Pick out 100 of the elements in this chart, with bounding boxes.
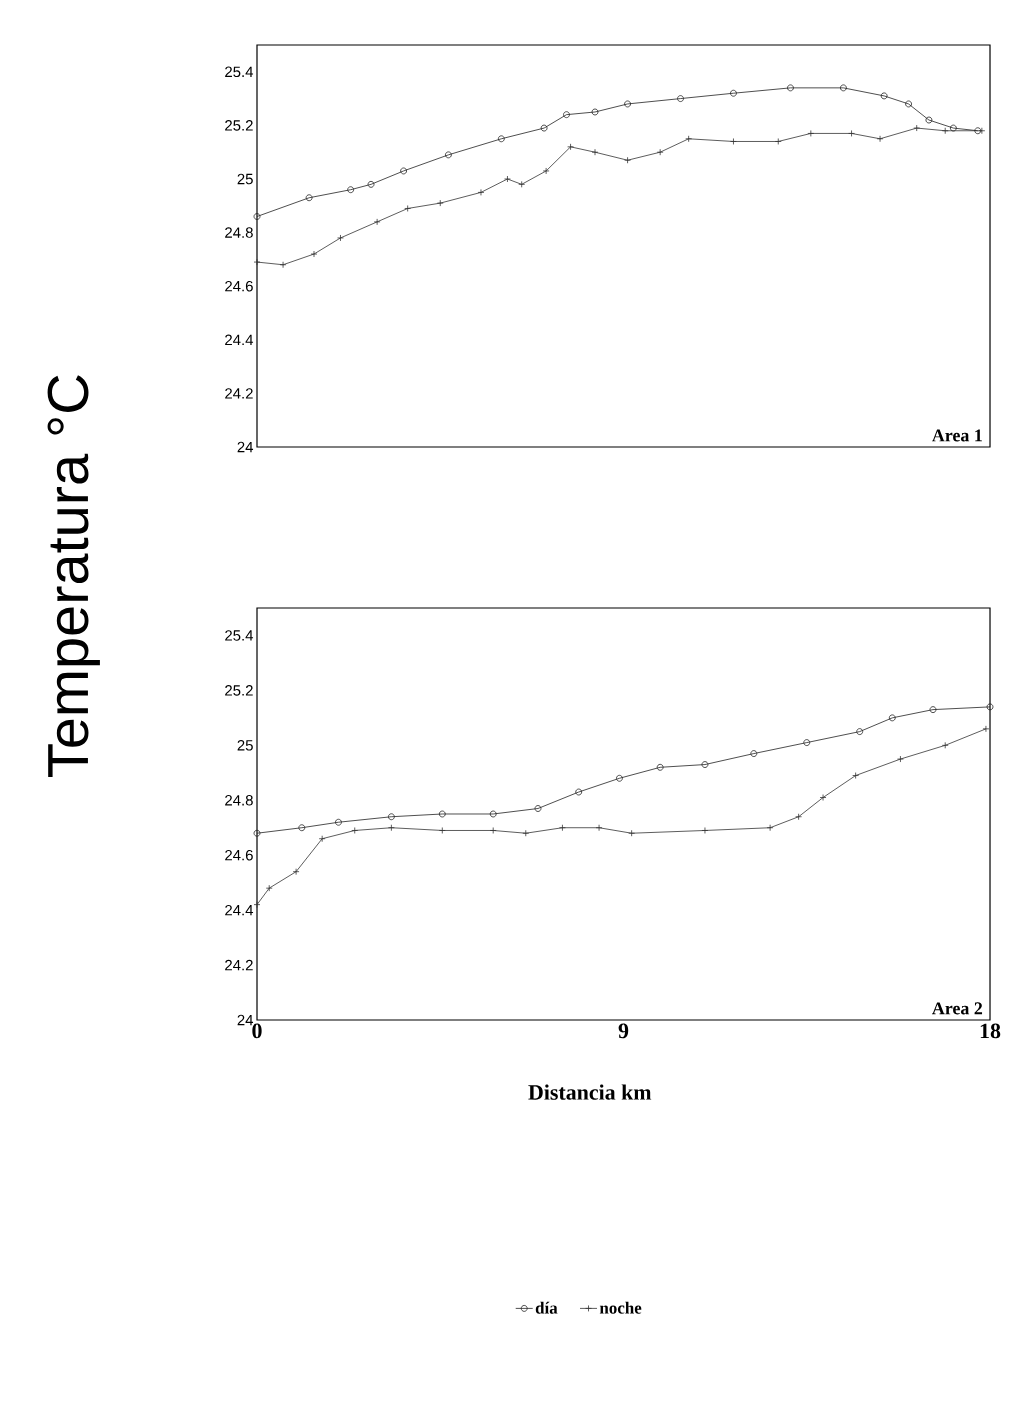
point [819, 794, 827, 801]
point [567, 143, 574, 151]
point [766, 824, 774, 832]
point [522, 829, 530, 837]
point [489, 810, 497, 818]
point [489, 827, 497, 834]
y-tick-label: 24 [237, 1014, 254, 1026]
point [591, 148, 599, 156]
point [400, 167, 407, 175]
point [367, 180, 375, 188]
point [795, 813, 802, 821]
y-tick-label: 24.8 [225, 227, 253, 238]
y-tick-label: 24.4 [225, 904, 254, 916]
point [888, 714, 896, 722]
x-axis-title: Distancia km [528, 1084, 652, 1100]
point [351, 827, 359, 834]
point [787, 84, 794, 92]
point [880, 92, 888, 100]
point [656, 148, 664, 156]
point [848, 130, 855, 137]
point [941, 741, 949, 749]
point [750, 750, 758, 757]
point [404, 205, 412, 212]
point [575, 788, 583, 796]
point [856, 728, 864, 735]
point [445, 151, 452, 159]
y-tick-label: 24.2 [225, 388, 253, 399]
point [616, 774, 623, 782]
point [986, 703, 994, 711]
point [677, 95, 684, 102]
y-tick-label: 24.2 [225, 959, 253, 971]
point [840, 84, 847, 92]
y-tick-label: 25.4 [225, 630, 254, 641]
point [978, 127, 986, 135]
point [438, 810, 446, 818]
x-tick-label: 0 [252, 1023, 262, 1039]
y-tick-label: 24.4 [225, 334, 254, 346]
legend-label: noche [599, 1301, 642, 1314]
annotation: Area 1 [932, 429, 982, 442]
y-tick-label: 24.6 [225, 849, 253, 861]
point [388, 824, 395, 832]
point [253, 901, 261, 909]
point [974, 127, 982, 135]
point [624, 100, 631, 108]
point [701, 761, 709, 768]
point [279, 261, 287, 269]
x-tick-label: 9 [618, 1023, 629, 1039]
annotation: Area 2 [932, 1002, 983, 1015]
point [310, 250, 318, 258]
point [591, 108, 599, 116]
point [563, 111, 570, 119]
point [897, 755, 904, 763]
point [730, 138, 737, 145]
point [701, 827, 709, 834]
point [436, 199, 444, 207]
y-tick-label: 24.8 [225, 794, 253, 806]
point [518, 180, 526, 188]
point [730, 89, 737, 97]
y-tick-label: 25 [237, 173, 253, 185]
point [624, 156, 631, 164]
point [807, 130, 815, 137]
point [803, 739, 811, 746]
point [852, 772, 860, 779]
point [477, 189, 485, 196]
y-tick-label: 24.6 [225, 280, 253, 292]
y-tick-label: 25.4 [225, 66, 254, 78]
point [685, 135, 693, 143]
point [656, 763, 664, 771]
point [347, 186, 355, 194]
y-tick-label: 25.2 [225, 120, 253, 131]
point [337, 234, 344, 242]
point [388, 813, 395, 821]
point [253, 258, 261, 266]
y-tick-label: 25 [237, 740, 253, 751]
point [253, 829, 261, 837]
point [540, 124, 548, 132]
point [298, 824, 306, 832]
point [305, 194, 313, 202]
point [438, 827, 446, 834]
point [941, 127, 949, 135]
point [559, 824, 566, 832]
point [335, 818, 342, 826]
point [628, 829, 636, 837]
point [265, 884, 273, 892]
point [913, 124, 921, 132]
point [497, 135, 505, 143]
point [929, 706, 937, 714]
point [876, 135, 884, 143]
point [504, 175, 511, 183]
legend-label: día [535, 1301, 558, 1314]
point [595, 824, 603, 832]
point [318, 835, 326, 843]
x-tick-label: 18 [980, 1023, 1001, 1039]
point [292, 868, 300, 876]
point [982, 725, 990, 733]
point [534, 805, 542, 812]
y-axis-title: Temperatura °C [47, 375, 100, 777]
y-tick-label: 25.2 [225, 685, 253, 696]
y-tick-label: 24 [237, 441, 254, 453]
point [925, 116, 933, 124]
